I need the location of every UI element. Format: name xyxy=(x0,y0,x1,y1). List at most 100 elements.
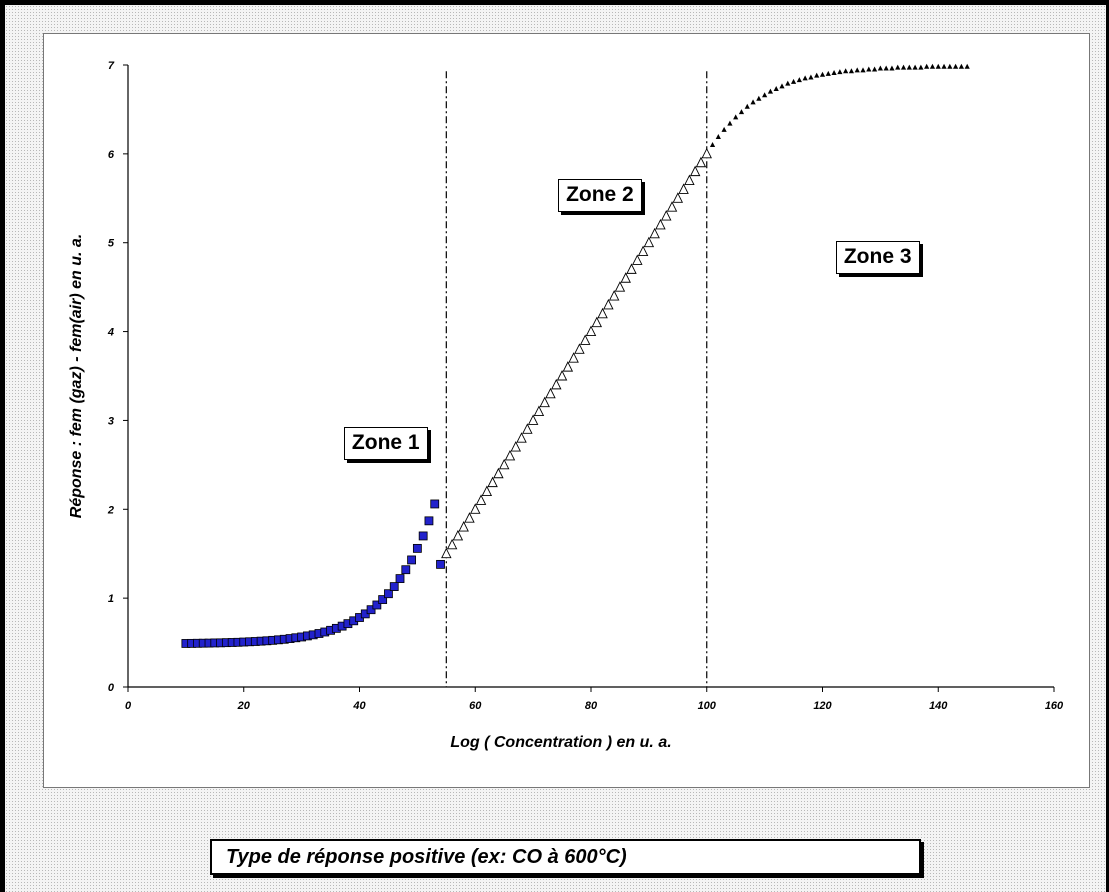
zone-2-triangle-point xyxy=(545,387,556,399)
zone-2-triangle-point xyxy=(464,512,475,523)
zone-3-triangle-point xyxy=(756,95,762,101)
y-tick-label: 3 xyxy=(108,415,114,427)
zone-2-triangle-point xyxy=(608,290,620,301)
zone-3-triangle-point xyxy=(837,69,843,75)
x-tick-label: 100 xyxy=(698,700,717,712)
zone-2-triangle-point xyxy=(591,316,603,328)
zone-1-square-point xyxy=(407,555,416,565)
zone-3-triangle-point xyxy=(924,63,930,69)
y-tick-label: 0 xyxy=(108,682,115,694)
zone-2-triangle-point xyxy=(614,281,626,292)
zone-2-triangle-point xyxy=(637,245,649,257)
x-tick-label: 20 xyxy=(237,700,251,712)
zone-2-triangle-point xyxy=(689,165,701,177)
zone-3-triangle-point xyxy=(906,64,912,70)
zone-3-triangle-point xyxy=(935,63,941,69)
zone-2-triangle-point xyxy=(684,174,695,185)
zone-2-triangle-point xyxy=(493,467,504,479)
zone-2-triangle-point xyxy=(701,147,712,159)
zone-1-square-point xyxy=(436,559,445,569)
zone-3-triangle-point xyxy=(819,71,826,77)
zone-2-triangle-point xyxy=(498,458,510,470)
zone-2-triangle-point xyxy=(562,361,574,372)
zone-2-triangle-point xyxy=(527,414,539,425)
zone-3-triangle-point xyxy=(750,99,756,105)
zone-3-triangle-point xyxy=(715,133,721,139)
zone-3-triangle-point xyxy=(860,67,866,73)
zone-3-triangle-point xyxy=(744,103,750,109)
y-tick-label: 4 xyxy=(107,327,114,339)
zone-1-label: Zone 1 xyxy=(343,427,428,461)
x-axis-title: Log ( Concentration ) en u. a. xyxy=(450,734,671,751)
zone-3-triangle-point xyxy=(790,78,797,84)
zone-3-triangle-point xyxy=(854,67,860,73)
zone-1-square-point xyxy=(424,516,434,526)
zone-3-triangle-point xyxy=(825,70,831,76)
zone-2-triangle-point xyxy=(441,547,452,559)
zone-2-label: Zone 2 xyxy=(558,178,642,212)
zone-2-triangle-point xyxy=(458,521,469,532)
zone-3-triangle-point xyxy=(848,68,855,74)
zone-3-triangle-point xyxy=(843,68,849,74)
zone-2-triangle-point xyxy=(452,529,464,541)
y-axis-title: Réponse : fem (gaz) - fem(air) en u. a. xyxy=(68,234,85,518)
zone-1-square-point xyxy=(378,595,388,604)
zone-2-triangle-point xyxy=(470,503,481,514)
x-tick-label: 40 xyxy=(352,700,366,712)
zone-3-triangle-point xyxy=(866,66,872,72)
zone-1-square-point xyxy=(384,589,393,599)
zone-3-triangle-point xyxy=(912,64,918,70)
zone-3-triangle-point xyxy=(918,64,924,70)
zone-3-triangle-point xyxy=(779,83,785,89)
x-tick-label: 80 xyxy=(585,700,598,712)
zone-2-triangle-point xyxy=(568,352,579,363)
zone-3-triangle-point xyxy=(883,65,889,71)
zone-3-label: Zone 3 xyxy=(835,240,920,274)
x-tick-label: 0 xyxy=(125,700,132,712)
zone-2-triangle-point xyxy=(661,210,672,221)
x-tick-label: 160 xyxy=(1045,700,1064,712)
zone-2-triangle-point xyxy=(643,236,655,248)
zone-1-square-point xyxy=(412,543,422,553)
zone-2-triangle-point xyxy=(487,476,498,488)
zone-1-square-point xyxy=(372,600,382,610)
zone-3-triangle-point xyxy=(953,63,959,69)
zone-2-triangle-point xyxy=(481,485,493,496)
zone-3-triangle-point xyxy=(831,69,837,75)
zone-2-triangle-point xyxy=(649,227,660,239)
zone-3-triangle-point xyxy=(721,126,727,132)
x-tick-label: 140 xyxy=(929,700,948,712)
zone-1-square-point xyxy=(430,499,440,509)
zone-2-triangle-point xyxy=(678,183,689,194)
zone-2-triangle-point xyxy=(626,263,637,274)
zone-3-triangle-point xyxy=(796,77,802,83)
zone-2-triangle-point xyxy=(475,494,487,505)
zone-2-triangle-point xyxy=(516,432,527,443)
zone-2-triangle-point xyxy=(672,192,684,203)
zone-1-square-point xyxy=(389,582,399,591)
x-tick-label: 120 xyxy=(813,700,832,712)
zone-1-square-point xyxy=(395,574,405,583)
zone-2-triangle-point xyxy=(533,405,545,416)
zone-3-triangle-point xyxy=(802,75,808,81)
zone-2-triangle-point xyxy=(666,201,678,212)
x-tick-label: 60 xyxy=(469,700,482,712)
zone-3-triangle-point xyxy=(877,65,883,71)
y-tick-label: 6 xyxy=(108,149,115,161)
zone-3-triangle-point xyxy=(727,120,733,126)
zone-3-triangle-point xyxy=(929,63,936,69)
zone-3-triangle-point xyxy=(738,109,745,115)
zone-2-triangle-point xyxy=(585,325,597,337)
y-tick-label: 2 xyxy=(107,504,114,516)
zone-2-triangle-point xyxy=(603,298,614,310)
zone-3-triangle-point xyxy=(895,64,901,70)
zone-3-triangle-point xyxy=(947,63,953,69)
zone-3-triangle-point xyxy=(871,66,878,72)
zone-3-triangle-point xyxy=(785,80,791,86)
zone-3-triangle-point xyxy=(958,63,964,69)
zone-2-triangle-point xyxy=(556,369,568,381)
zone-2-triangle-point xyxy=(655,218,666,230)
zone-3-triangle-point xyxy=(773,85,779,91)
zone-2-triangle-point xyxy=(539,396,550,408)
